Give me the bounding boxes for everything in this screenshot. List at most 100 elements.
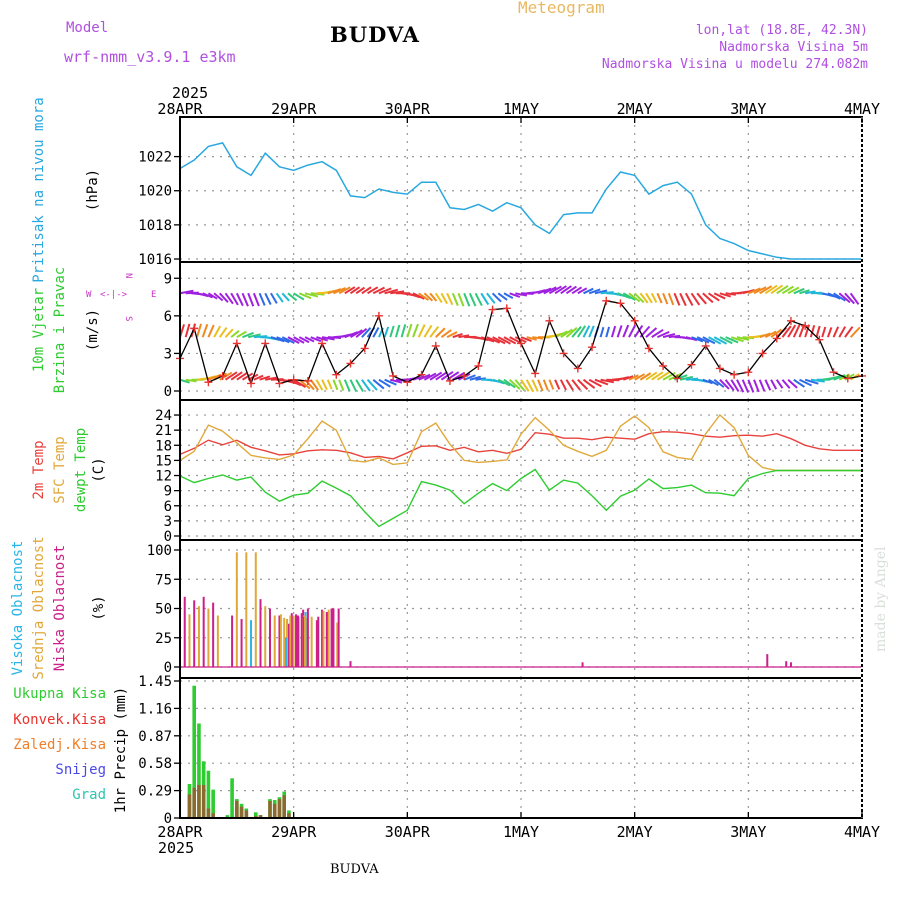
wind-arrow bbox=[548, 379, 555, 390]
wind-arrow bbox=[213, 292, 224, 302]
wind-marker bbox=[303, 376, 312, 385]
wind-arrow bbox=[645, 292, 653, 304]
wind-arrow bbox=[565, 379, 574, 391]
wind-arrow bbox=[201, 323, 209, 338]
wind-arrow bbox=[389, 325, 395, 338]
wind-arrow bbox=[224, 371, 238, 381]
x-tick-label-bottom: 3MAY bbox=[730, 823, 766, 841]
wind-arrow bbox=[662, 371, 676, 381]
cloud-bar bbox=[264, 606, 267, 667]
wind-marker bbox=[531, 369, 540, 378]
wind-arrow bbox=[270, 336, 285, 343]
wind-arrow bbox=[736, 379, 745, 393]
wind-arrow bbox=[667, 292, 675, 306]
precip-total-bar bbox=[197, 723, 201, 818]
pressure-line bbox=[179, 142, 862, 260]
wind-arrow bbox=[656, 330, 670, 339]
wind-arrow bbox=[719, 292, 732, 298]
wind-marker bbox=[715, 364, 724, 373]
precip-conv-bar bbox=[201, 784, 206, 818]
wind-arrow bbox=[491, 292, 502, 303]
precip-conv-bar bbox=[282, 795, 286, 818]
y-tick-label: 6 bbox=[164, 309, 172, 325]
wind-arrow bbox=[554, 330, 568, 339]
legend-graupel: Grad bbox=[72, 787, 106, 803]
cloud-bar bbox=[283, 617, 286, 667]
cloud-bar bbox=[240, 619, 243, 667]
wind-arrow bbox=[809, 324, 816, 338]
wind-arrow bbox=[298, 378, 311, 390]
wind-arrow bbox=[520, 336, 532, 342]
wind-arrow bbox=[605, 326, 611, 338]
wind-arrow bbox=[492, 336, 506, 345]
lonlat: lon,lat (18.8E, 42.3N) bbox=[695, 23, 868, 38]
precip-total-bar bbox=[225, 815, 230, 818]
wind-arrow bbox=[486, 336, 501, 344]
wind-marker bbox=[474, 361, 483, 370]
wind-arrow bbox=[617, 292, 632, 300]
y-tick-label: 12 bbox=[155, 469, 172, 485]
dewpt-line bbox=[179, 468, 862, 528]
wind-arrow bbox=[372, 378, 385, 390]
wind-arrow bbox=[781, 285, 794, 295]
year-top: 2025 bbox=[172, 84, 209, 102]
wind-arrow bbox=[440, 329, 452, 338]
wind-arrow bbox=[423, 324, 433, 338]
precip-conv-bar bbox=[197, 784, 201, 818]
wind-arrow bbox=[833, 292, 846, 302]
wind-arrow bbox=[799, 378, 813, 387]
x-tick-label-bottom: 29APR bbox=[271, 823, 317, 841]
precip-ylabel: 1hr Precip (mm) bbox=[113, 687, 129, 813]
wind-arrow bbox=[599, 326, 605, 338]
wind-arrow bbox=[542, 379, 549, 391]
wind-arrow bbox=[537, 379, 544, 392]
wind-arrow bbox=[514, 379, 526, 392]
cloud-bar bbox=[254, 552, 257, 667]
wind-arrow bbox=[651, 328, 664, 338]
wind-arrow bbox=[298, 336, 310, 344]
y-tick-label: 6 bbox=[164, 499, 172, 515]
wind-arrow bbox=[218, 326, 228, 338]
panel-frame bbox=[179, 539, 863, 679]
wind-arrow bbox=[759, 332, 771, 339]
wind-arrow bbox=[378, 378, 391, 388]
wind-arrow bbox=[338, 379, 345, 391]
y-tick-label: 25 bbox=[155, 631, 172, 647]
cloud-bar bbox=[259, 599, 262, 667]
precip-conv-bar bbox=[272, 803, 277, 818]
wind-arrow bbox=[293, 336, 305, 344]
cloud-bar bbox=[295, 614, 298, 667]
wind-arrow bbox=[537, 287, 552, 295]
wind-arrow bbox=[446, 292, 454, 306]
cloud-bar bbox=[296, 615, 299, 667]
wind-marker bbox=[374, 311, 383, 320]
wind-arrow bbox=[787, 286, 800, 295]
wind-arrow bbox=[440, 292, 448, 305]
wind-arrow bbox=[429, 325, 440, 338]
wind-marker bbox=[744, 368, 753, 377]
compass-s: S bbox=[123, 316, 133, 321]
cloud-bar bbox=[207, 608, 210, 667]
cloud-bar bbox=[216, 615, 219, 667]
wind-arrow bbox=[333, 287, 346, 295]
wind-arrow bbox=[736, 336, 750, 341]
y-tick-label: 24 bbox=[155, 408, 172, 424]
cloud-bar bbox=[273, 615, 276, 667]
wind-arrow bbox=[355, 286, 366, 295]
wind-arrow bbox=[258, 292, 266, 306]
year-bottom: 2025 bbox=[158, 839, 195, 857]
wind-arrow bbox=[838, 292, 851, 304]
wind-arrow bbox=[184, 323, 191, 338]
wind-arrow bbox=[321, 379, 328, 391]
wind-marker bbox=[275, 379, 284, 388]
wind-arrow bbox=[725, 292, 737, 296]
wind-marker bbox=[261, 339, 270, 348]
wind-arrow bbox=[361, 286, 372, 295]
wind-arrow bbox=[406, 323, 413, 338]
wind-marker bbox=[488, 305, 497, 314]
wind-arrow bbox=[849, 326, 861, 338]
wind-arrow bbox=[418, 373, 431, 381]
wind-arrow bbox=[366, 379, 378, 391]
wind-arrow bbox=[747, 287, 761, 295]
wind-arrow bbox=[560, 285, 572, 295]
